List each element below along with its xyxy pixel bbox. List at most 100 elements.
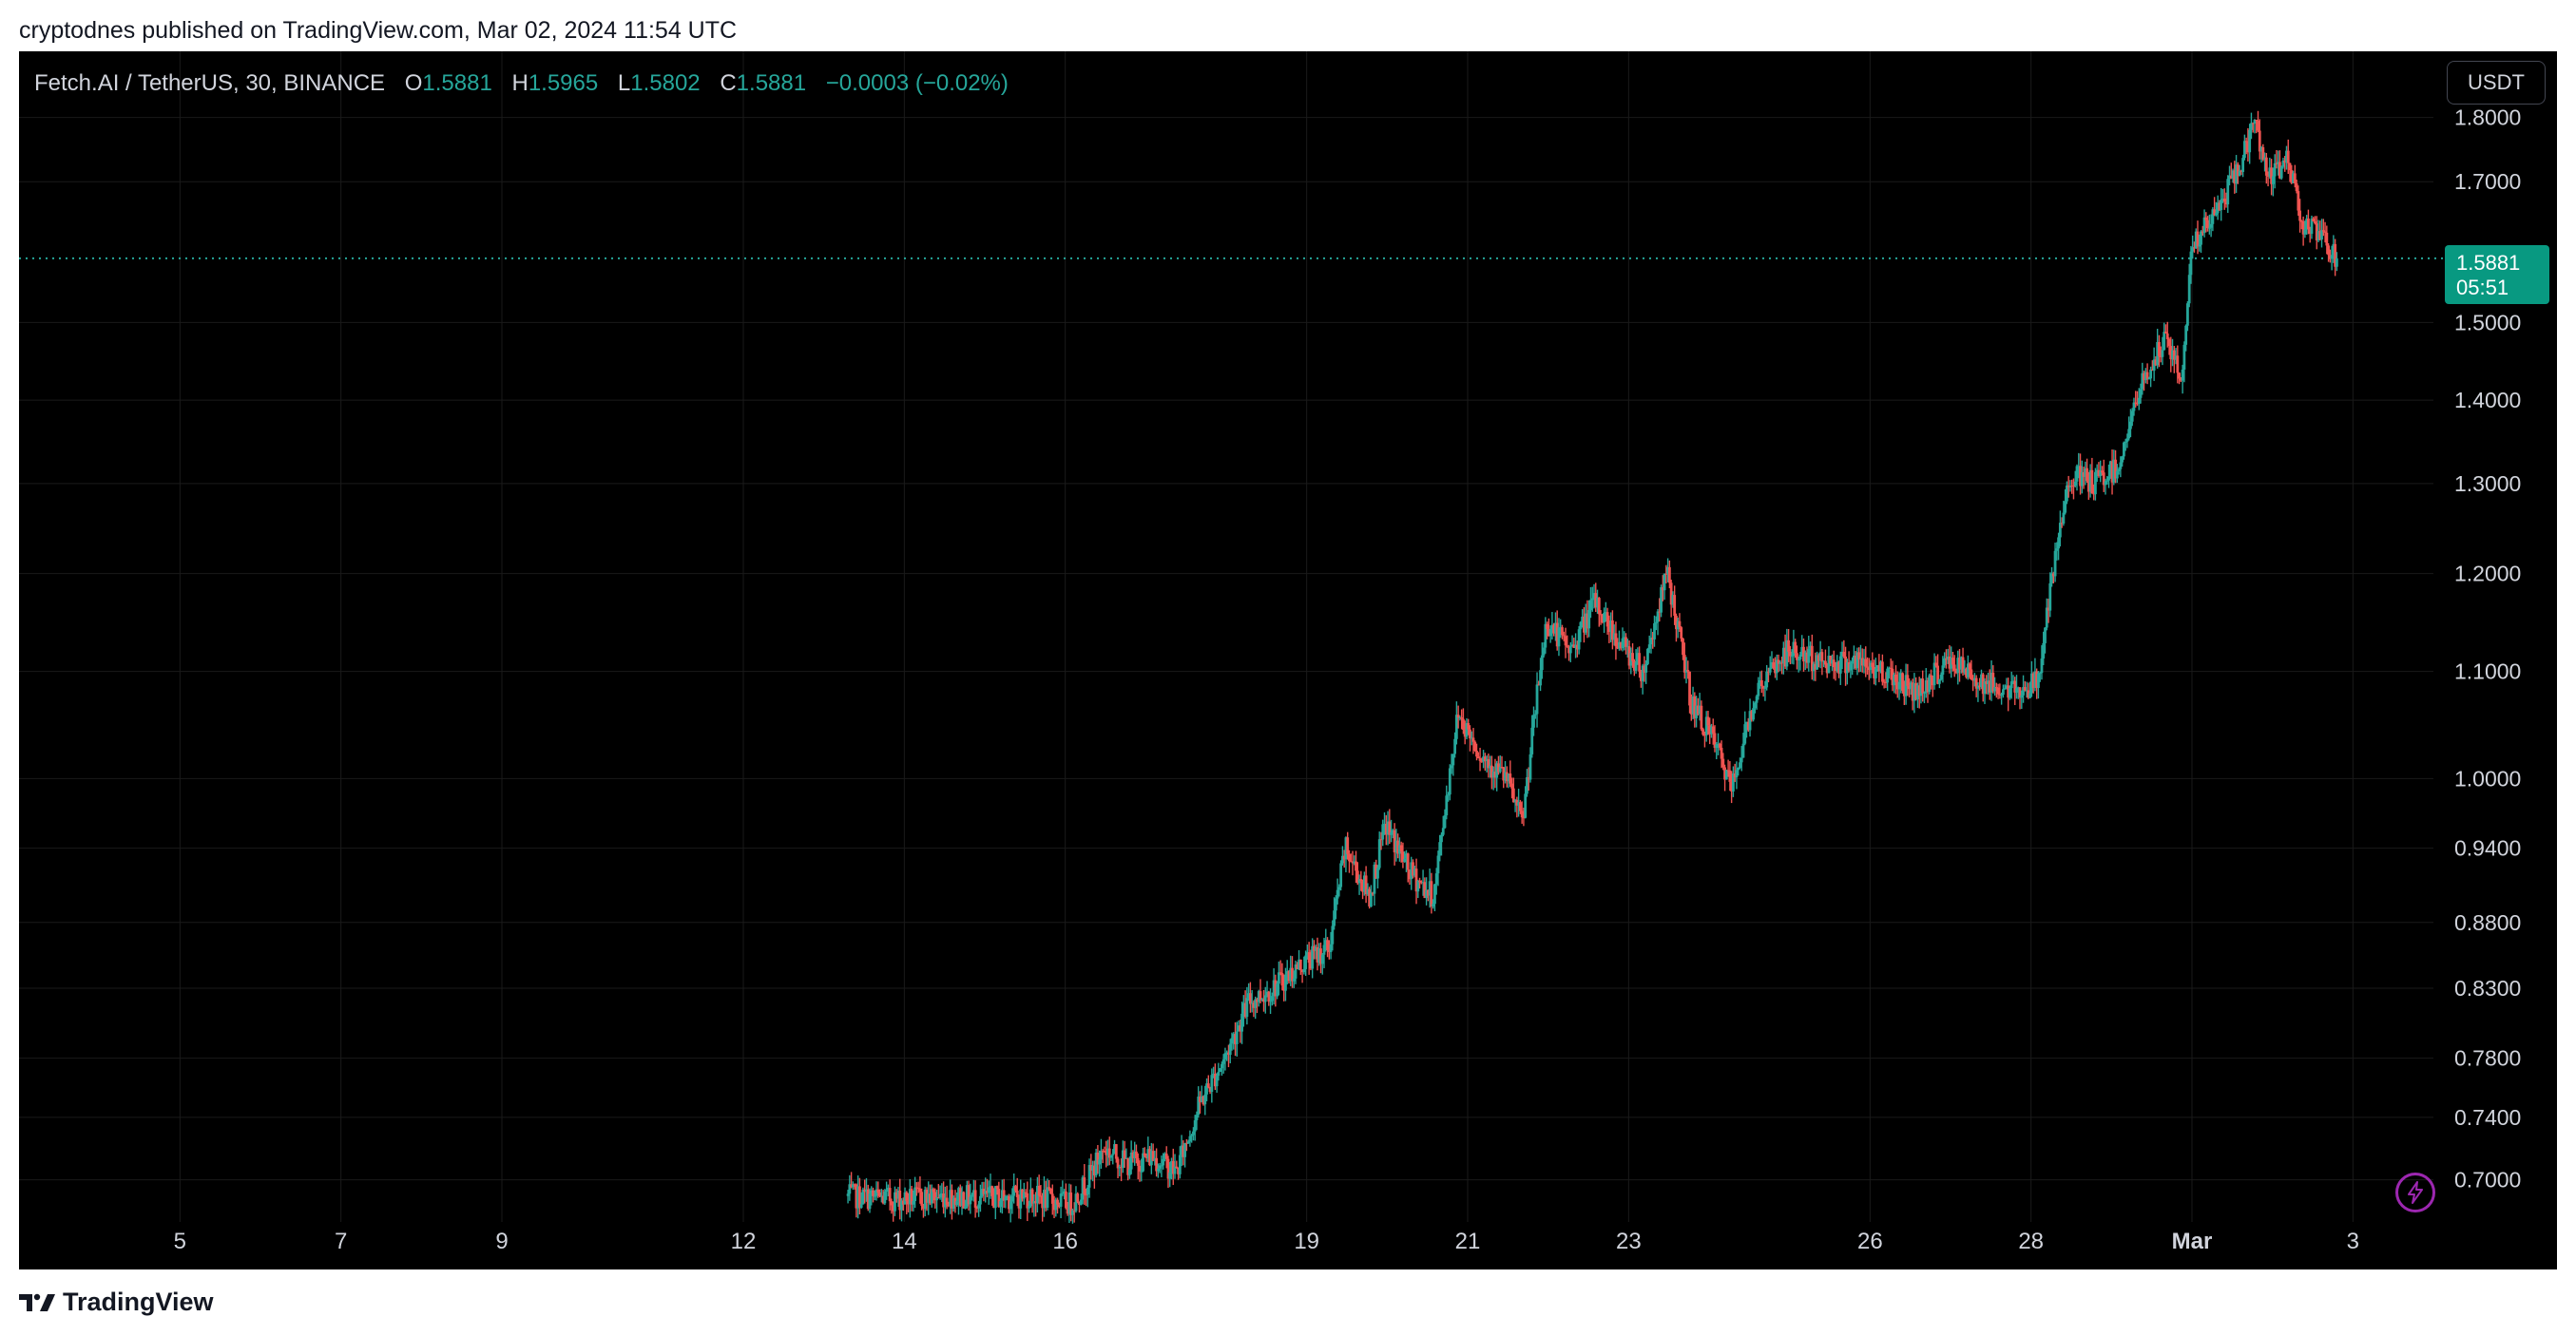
- candle-down: [1327, 949, 1331, 952]
- candle-down: [1614, 633, 1618, 647]
- candle-up: [1803, 652, 1807, 662]
- candle-up: [1391, 830, 1394, 832]
- candle-up: [1260, 999, 1264, 1001]
- candle-down: [1723, 767, 1726, 780]
- candle-down: [1155, 1157, 1159, 1172]
- candle-down: [1688, 671, 1691, 706]
- candle-up: [1717, 743, 1720, 745]
- candle-up: [2015, 688, 2018, 693]
- candle-up: [1618, 641, 1621, 649]
- candle-up: [1853, 655, 1855, 662]
- candle-up: [2241, 158, 2245, 172]
- candle-down: [1607, 626, 1611, 632]
- candle-up: [987, 1187, 990, 1193]
- candle-up: [883, 1192, 887, 1204]
- candle-down: [2222, 199, 2226, 202]
- candle-down: [1406, 853, 1410, 870]
- candle-down: [936, 1196, 940, 1198]
- candle-down: [1842, 651, 1846, 657]
- candle-down: [958, 1188, 962, 1206]
- candle-down: [1931, 677, 1934, 686]
- candle-up: [1250, 1002, 1254, 1004]
- candle-down: [1814, 663, 1817, 670]
- candle-down: [2244, 141, 2248, 143]
- low-label: L: [617, 70, 631, 96]
- price-chart[interactable]: 1.8000 1.7000 1.5000 1.4000 1.3000 1.2000 1.10…: [19, 51, 2557, 1269]
- candle-up: [2238, 170, 2241, 176]
- candle-up: [1386, 821, 1390, 835]
- candle-down: [863, 1189, 867, 1193]
- candle-up: [1240, 1013, 1243, 1032]
- candle-up: [1874, 668, 1877, 678]
- candle-down: [1678, 620, 1682, 628]
- candle-up: [1285, 971, 1289, 975]
- candle-up: [1221, 1059, 1225, 1064]
- candle-up: [1443, 815, 1447, 829]
- candle-down: [2110, 461, 2114, 483]
- candle-down: [907, 1200, 910, 1205]
- candle-down: [2086, 481, 2090, 492]
- candle-up: [875, 1189, 878, 1196]
- candle-down: [1787, 639, 1791, 652]
- candle-up: [957, 1188, 960, 1202]
- candle-up: [2149, 369, 2153, 379]
- candle-down: [1509, 773, 1512, 784]
- time-axis[interactable]: 5 7 9 12 14 16 19 21 23 26 28 Mar 3: [174, 1229, 2359, 1254]
- bolt-icon[interactable]: [2395, 1173, 2435, 1212]
- candle-up: [2316, 231, 2320, 240]
- candle-up: [900, 1200, 903, 1211]
- candle-up: [1976, 685, 1980, 689]
- candle-up: [2124, 441, 2127, 443]
- candle-up: [1225, 1052, 1229, 1054]
- candle-down: [2082, 471, 2086, 477]
- candle-up: [1180, 1145, 1183, 1155]
- candle-up: [1357, 879, 1361, 884]
- candle-down: [1750, 711, 1754, 720]
- candle-down: [1854, 655, 1857, 669]
- candle-up: [1210, 1075, 1214, 1093]
- candle-down: [1052, 1203, 1056, 1211]
- candle-down: [1309, 963, 1313, 969]
- candle-up: [1797, 659, 1800, 661]
- candle-down: [1884, 681, 1888, 683]
- candle-up: [1822, 660, 1826, 662]
- candle-down: [2261, 146, 2265, 160]
- tradingview-logo[interactable]: TradingView: [19, 1288, 214, 1317]
- candle-up: [1745, 721, 1748, 725]
- candle-up: [1270, 996, 1274, 1002]
- candle-up: [1028, 1189, 1032, 1207]
- currency-button[interactable]: USDT: [2447, 61, 2546, 105]
- candle-up: [943, 1197, 947, 1208]
- chart-panel[interactable]: 1.8000 1.7000 1.5000 1.4000 1.3000 1.2000 1.10…: [19, 51, 2557, 1269]
- candle-up: [1272, 980, 1276, 997]
- candle-up: [2033, 671, 2037, 688]
- candle-down: [1824, 660, 1827, 665]
- candle-up: [1022, 1192, 1026, 1199]
- price-axis[interactable]: 1.8000 1.7000 1.5000 1.4000 1.3000 1.2000 1.10…: [2454, 105, 2521, 1193]
- candle-up: [1133, 1151, 1137, 1158]
- candle-down: [1930, 675, 1932, 678]
- candle-up: [2045, 607, 2048, 628]
- candle-down: [1873, 666, 1875, 678]
- candle-down: [1599, 614, 1603, 616]
- candle-down: [1120, 1166, 1123, 1169]
- candle-down: [1490, 765, 1493, 778]
- candle-up: [1647, 644, 1651, 649]
- candle-up: [1849, 663, 1853, 671]
- candle-up: [1046, 1187, 1049, 1208]
- candle-down: [1497, 763, 1500, 773]
- time-tick-label: 12: [731, 1229, 757, 1254]
- candle-down: [1889, 667, 1893, 669]
- candle-down: [1307, 952, 1311, 964]
- candle-up: [1581, 616, 1585, 622]
- candle-up: [1973, 678, 1976, 681]
- candle-up: [1886, 668, 1890, 683]
- symbol-name[interactable]: Fetch.AI / TetherUS, 30, BINANCE: [34, 70, 386, 96]
- candle-up: [1530, 727, 1534, 754]
- candle-up: [2105, 480, 2109, 482]
- candle-down: [1730, 781, 1734, 792]
- candle-down: [1326, 940, 1329, 950]
- candle-down: [1832, 659, 1836, 668]
- candle-down: [2229, 175, 2233, 179]
- candle-up: [1012, 1186, 1016, 1196]
